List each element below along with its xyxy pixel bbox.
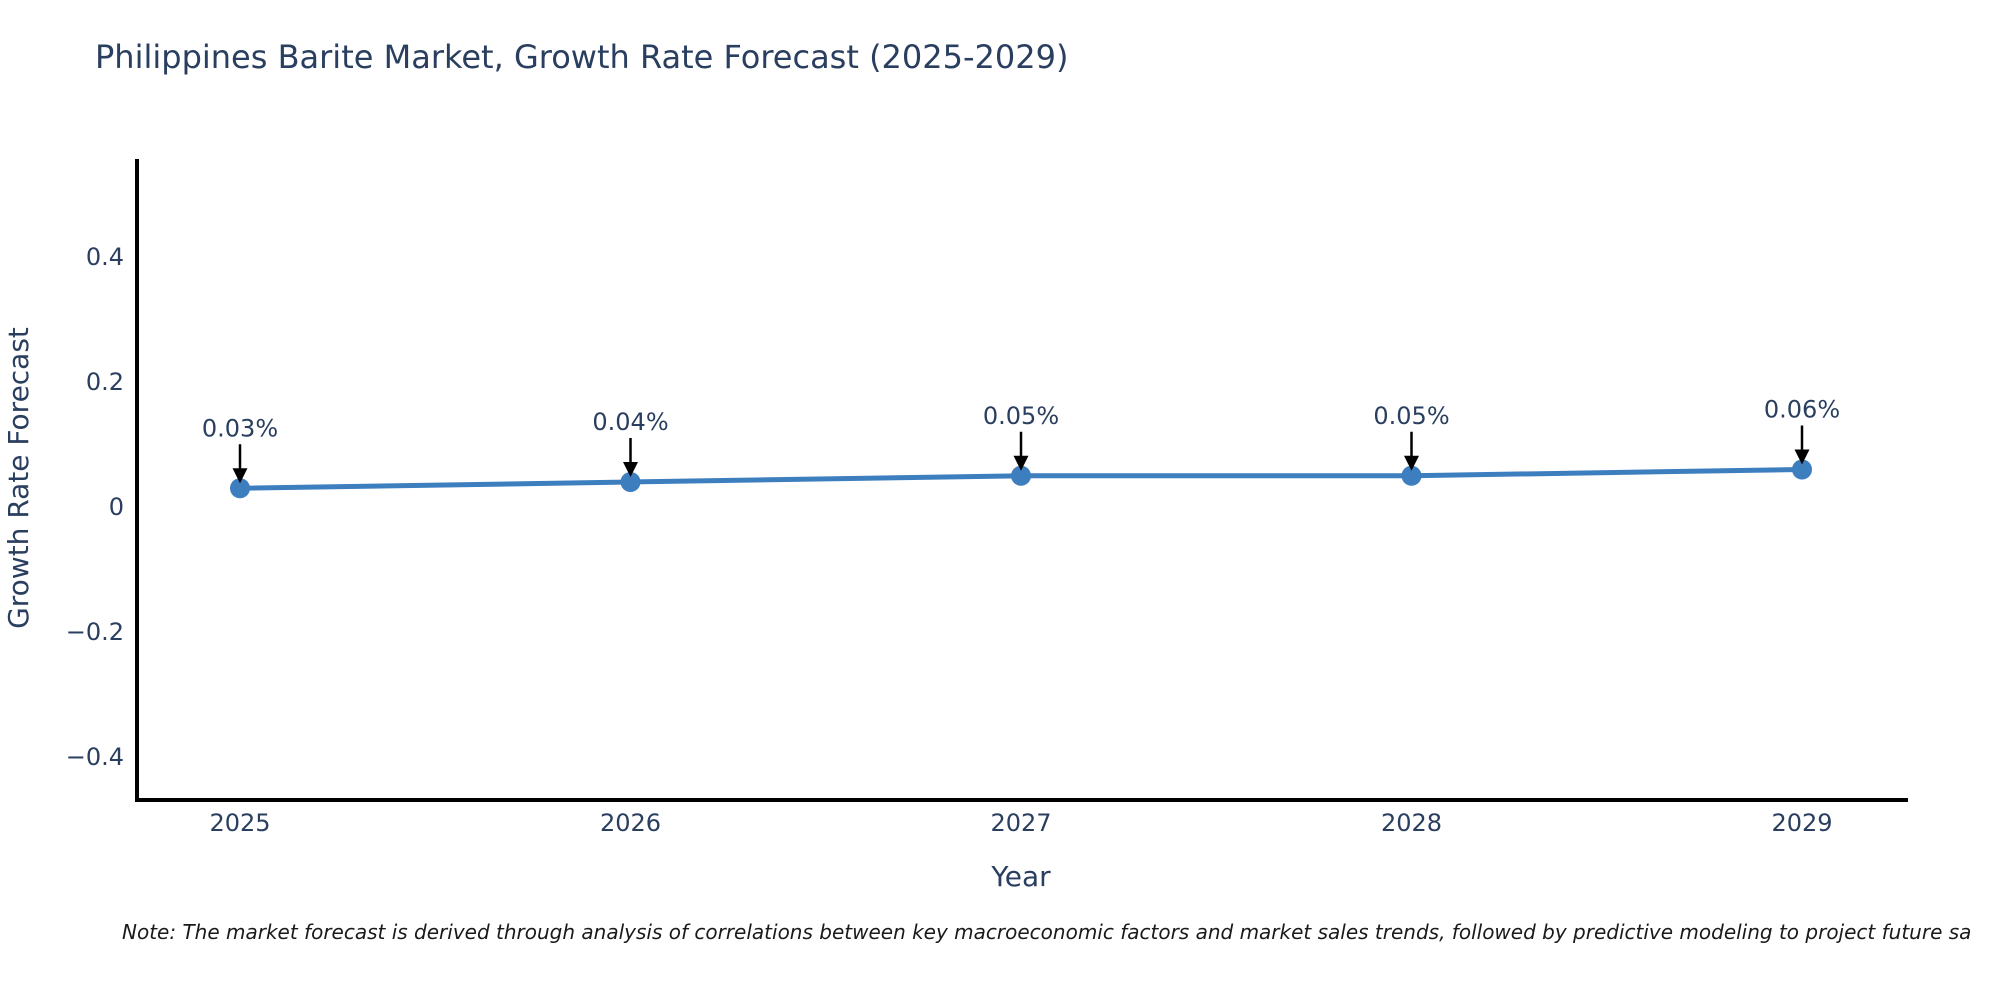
y-axis-title: Growth Rate Forecast <box>2 327 35 629</box>
annotation-arrow-head-icon <box>232 468 248 484</box>
y-tick-label: 0.2 <box>86 368 124 396</box>
data-point-marker <box>620 472 641 492</box>
data-point-marker <box>1401 465 1422 486</box>
chart-title: Philippines Barite Market, Growth Rate F… <box>95 38 1069 76</box>
y-tick-label: −0.4 <box>66 743 124 771</box>
annotation-arrow-head-icon <box>1013 455 1029 471</box>
data-point-marker <box>230 478 250 499</box>
annotation-arrow-head-icon <box>623 462 638 477</box>
x-tick-label: 2029 <box>1771 809 1832 837</box>
data-point-marker <box>1011 465 1031 486</box>
annotation-arrow-head-icon <box>1794 449 1810 465</box>
axis-lines <box>135 159 1908 802</box>
data-point-marker <box>1792 459 1812 480</box>
y-tick-label: 0 <box>109 493 124 521</box>
data-point-label: 0.06% <box>1764 396 1840 424</box>
data-point-label: 0.03% <box>202 414 278 442</box>
data-point-label: 0.04% <box>592 408 668 436</box>
x-tick-label: 2026 <box>600 809 661 837</box>
footnote: Note: The market forecast is derived thr… <box>122 920 1972 944</box>
x-tick-label: 2025 <box>209 809 270 837</box>
y-tick-label: 0.4 <box>86 243 124 271</box>
x-tick-label: 2027 <box>990 809 1051 837</box>
annotation-arrow-head-icon <box>1404 455 1419 471</box>
data-point-label: 0.05% <box>983 402 1059 430</box>
x-tick-label: 2028 <box>1381 809 1442 837</box>
x-axis-title: Year <box>990 860 1051 893</box>
data-point-label: 0.05% <box>1373 402 1449 430</box>
y-tick-label: −0.2 <box>66 618 124 646</box>
